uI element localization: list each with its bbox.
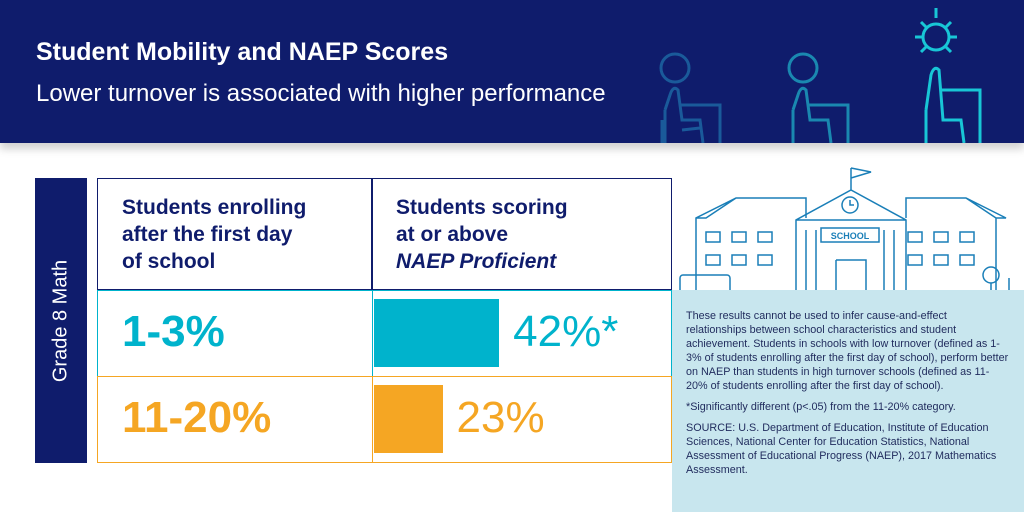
student-figure-2 xyxy=(787,52,850,143)
page-title: Student Mobility and NAEP Scores xyxy=(36,38,449,66)
category-label: 11-20% xyxy=(122,393,272,442)
school-bus xyxy=(679,274,731,292)
header-line: after the first day xyxy=(122,223,293,246)
value-label: 23% xyxy=(456,393,545,442)
header-banner: Student Mobility and NAEP Scores Lower t… xyxy=(0,0,1024,143)
student-figure-3-happy xyxy=(915,8,982,143)
grade-label: Grade 8 Math xyxy=(49,259,72,382)
category-label: 1-3% xyxy=(122,307,225,356)
column-header-enrolling: Students enrolling after the first day o… xyxy=(97,178,373,290)
table-row-low-turnover: 1-3% 42%* xyxy=(97,290,672,377)
student-figure-1 xyxy=(659,52,722,143)
column-header-proficient: Students scoring at or above NAEP Profic… xyxy=(371,178,672,290)
header-line: at or above xyxy=(396,223,509,246)
bar-high-turnover xyxy=(374,385,443,453)
header-line: of school xyxy=(122,250,216,273)
seated-students-icon xyxy=(659,8,982,143)
bar-low-turnover xyxy=(374,299,500,367)
school-building-illustration: SCHOOL xyxy=(679,167,1010,292)
value-label: 42%* xyxy=(513,307,619,356)
header-line: NAEP Proficient xyxy=(396,250,557,273)
grade-label-bar: Grade 8 Math xyxy=(35,178,87,463)
source-note: SOURCE: U.S. Department of Education, In… xyxy=(686,422,997,476)
page-subtitle: Lower turnover is associated with higher… xyxy=(36,80,606,107)
table-row-high-turnover: 11-20% 23% xyxy=(97,376,672,463)
school-sign: SCHOOL xyxy=(831,231,870,241)
notes-body: These results cannot be used to infer ca… xyxy=(686,310,1009,392)
windows xyxy=(705,231,975,266)
results-table: Students enrolling after the first day o… xyxy=(97,178,672,463)
notes-panel: These results cannot be used to infer ca… xyxy=(672,290,1024,512)
footnote: *Significantly different (p<.05) from th… xyxy=(686,401,956,413)
header-line: Students scoring xyxy=(396,196,568,219)
header-line: Students enrolling xyxy=(122,196,307,219)
